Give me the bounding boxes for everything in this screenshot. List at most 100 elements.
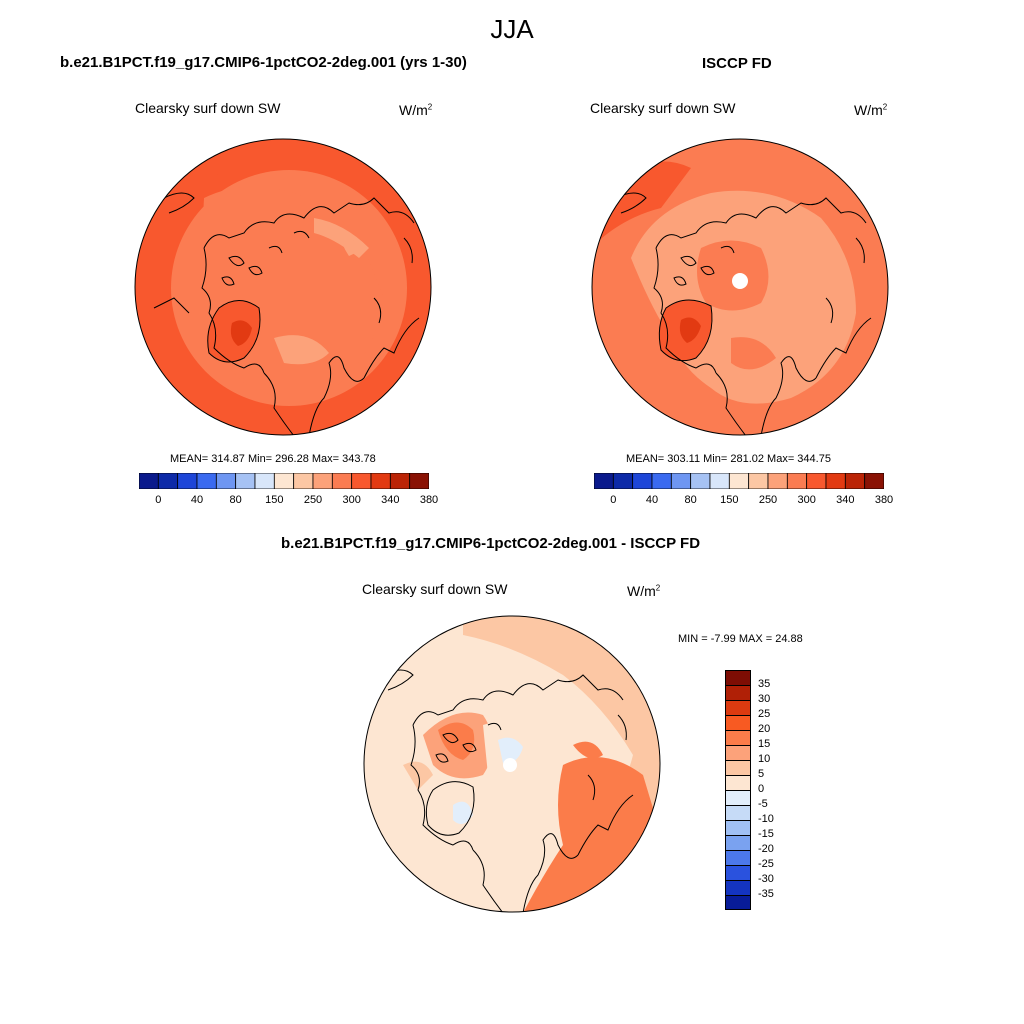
colorbar-swatch [235,472,256,490]
panel3-polar-map [363,615,661,913]
colorbar-tick-label: 0 [758,783,765,795]
colorbar-swatch [725,745,751,760]
panel1-polar-map [134,138,432,436]
panel1-units: W/m2 [399,102,433,118]
colorbar-swatch [725,805,751,820]
colorbar-swatches [138,472,430,490]
panel3-colorbar [725,670,751,910]
colorbar-swatch [612,472,634,490]
colorbar-swatch [864,472,885,490]
colorbar-tick-label: 0 [610,494,617,506]
colorbar-tick-label: 15 [758,738,771,750]
colorbar-swatch [786,472,808,490]
colorbar-swatches [593,472,885,490]
colorbar-swatch [370,472,391,490]
colorbar-swatch [725,895,751,910]
colorbar-swatch [177,472,198,490]
colorbar-tick-label: 40 [190,494,204,506]
panel1-variable-label: Clearsky surf down SW [135,100,281,116]
panel1-stats: MEAN= 314.87 Min= 296.28 Max= 343.78 [170,453,376,465]
colorbar-swatch [725,715,751,730]
panel3-stats: MIN = -7.99 MAX = 24.88 [678,633,803,645]
panel3-title: b.e21.B1PCT.f19_g17.CMIP6-1pctCO2-2deg.0… [281,535,701,552]
colorbar-swatch [725,670,751,685]
colorbar-swatch [725,880,751,895]
colorbar-tick-label: -25 [758,858,774,870]
colorbar-tick-label: -15 [758,828,774,840]
colorbar-tick-label: -35 [758,888,774,900]
colorbar-tick-label: 25 [758,708,771,720]
colorbar-tick-label: -20 [758,843,774,855]
colorbar-swatch [593,472,614,490]
colorbar-tick-label: 380 [874,494,894,506]
colorbar-tick-label: 300 [342,494,361,506]
colorbar-swatch [806,472,827,490]
colorbar-tick-label: 5 [758,768,765,780]
colorbar-swatch [331,472,353,490]
colorbar-tick-label: 150 [720,494,739,506]
colorbar-tick-label: 0 [155,494,162,506]
panel1-title: b.e21.B1PCT.f19_g17.CMIP6-1pctCO2-2deg.0… [60,54,467,71]
colorbar-swatch [725,790,751,805]
colorbar-tick-label: 380 [419,494,439,506]
colorbar-swatch [725,820,751,835]
colorbar-tick-label: 30 [758,693,771,705]
colorbar-swatch [725,760,751,775]
colorbar-swatch [215,472,237,490]
colorbar-swatch [690,472,711,490]
colorbar-tick-label: -30 [758,873,774,885]
colorbar-tick-label: 10 [758,753,771,765]
colorbar-swatch [351,472,372,490]
colorbar-swatch [725,835,751,850]
colorbar-swatch [293,472,314,490]
colorbar-swatch [709,472,730,490]
colorbar-swatch [725,685,751,700]
panel3-colorbar-labels: 35 30 25 20 15 10 5 0 -5 -10 -15 -20 -25 -30 -35 [758,670,798,910]
figure-title: JJA [490,14,534,44]
colorbar-tick-label: 300 [797,494,816,506]
colorbar-swatch [157,472,179,490]
panel2-polar-map [591,138,889,436]
colorbar-swatch [273,472,295,490]
colorbar-tick-label: 80 [684,494,697,506]
colorbar-swatch [196,472,217,490]
colorbar-tick-label: 150 [265,494,284,506]
colorbar-swatch [825,472,846,490]
colorbar-swatch [844,472,866,490]
colorbar-swatch [138,472,159,490]
colorbar-swatch [728,472,750,490]
panel3-units: W/m2 [627,583,661,599]
colorbar-swatch [312,472,333,490]
panel2-variable-label: Clearsky surf down SW [590,100,736,116]
colorbar-swatch [725,730,751,745]
panel2-title: ISCCP FD [702,55,772,72]
colorbar-tick-label: 250 [758,494,778,506]
colorbar-swatch [725,865,751,880]
colorbar-swatch [670,472,692,490]
colorbar-tick-label: 340 [381,494,400,506]
colorbar-tick-label: 40 [645,494,659,506]
colorbar-swatch [632,472,653,490]
colorbar-tick-label: -10 [758,813,774,825]
colorbar-swatch [767,472,788,490]
colorbar-tick-label: 340 [836,494,855,506]
panel2-units: W/m2 [854,102,888,118]
colorbar-swatch [409,472,430,490]
colorbar-tick-label: 80 [229,494,242,506]
colorbar-swatch [254,472,275,490]
colorbar-swatch [748,472,769,490]
panel2-colorbar-labels: 0 40 80 150 250 300 340 380 [594,494,893,508]
colorbar-tick-label: 20 [758,723,771,735]
panel3-variable-label: Clearsky surf down SW [362,581,508,597]
panel2-colorbar [593,472,885,490]
panel1-colorbar [138,472,430,490]
colorbar-swatch [389,472,411,490]
colorbar-swatch [651,472,672,490]
panel2-stats: MEAN= 303.11 Min= 281.02 Max= 344.75 [626,453,831,465]
colorbar-tick-label: -5 [758,798,768,810]
colorbar-tick-label: 250 [303,494,323,506]
colorbar-tick-label: 35 [758,678,771,690]
panel1-colorbar-labels: 0 40 80 150 250 300 340 380 [139,494,438,508]
colorbar-swatch [725,775,751,790]
colorbar-swatch [725,700,751,715]
